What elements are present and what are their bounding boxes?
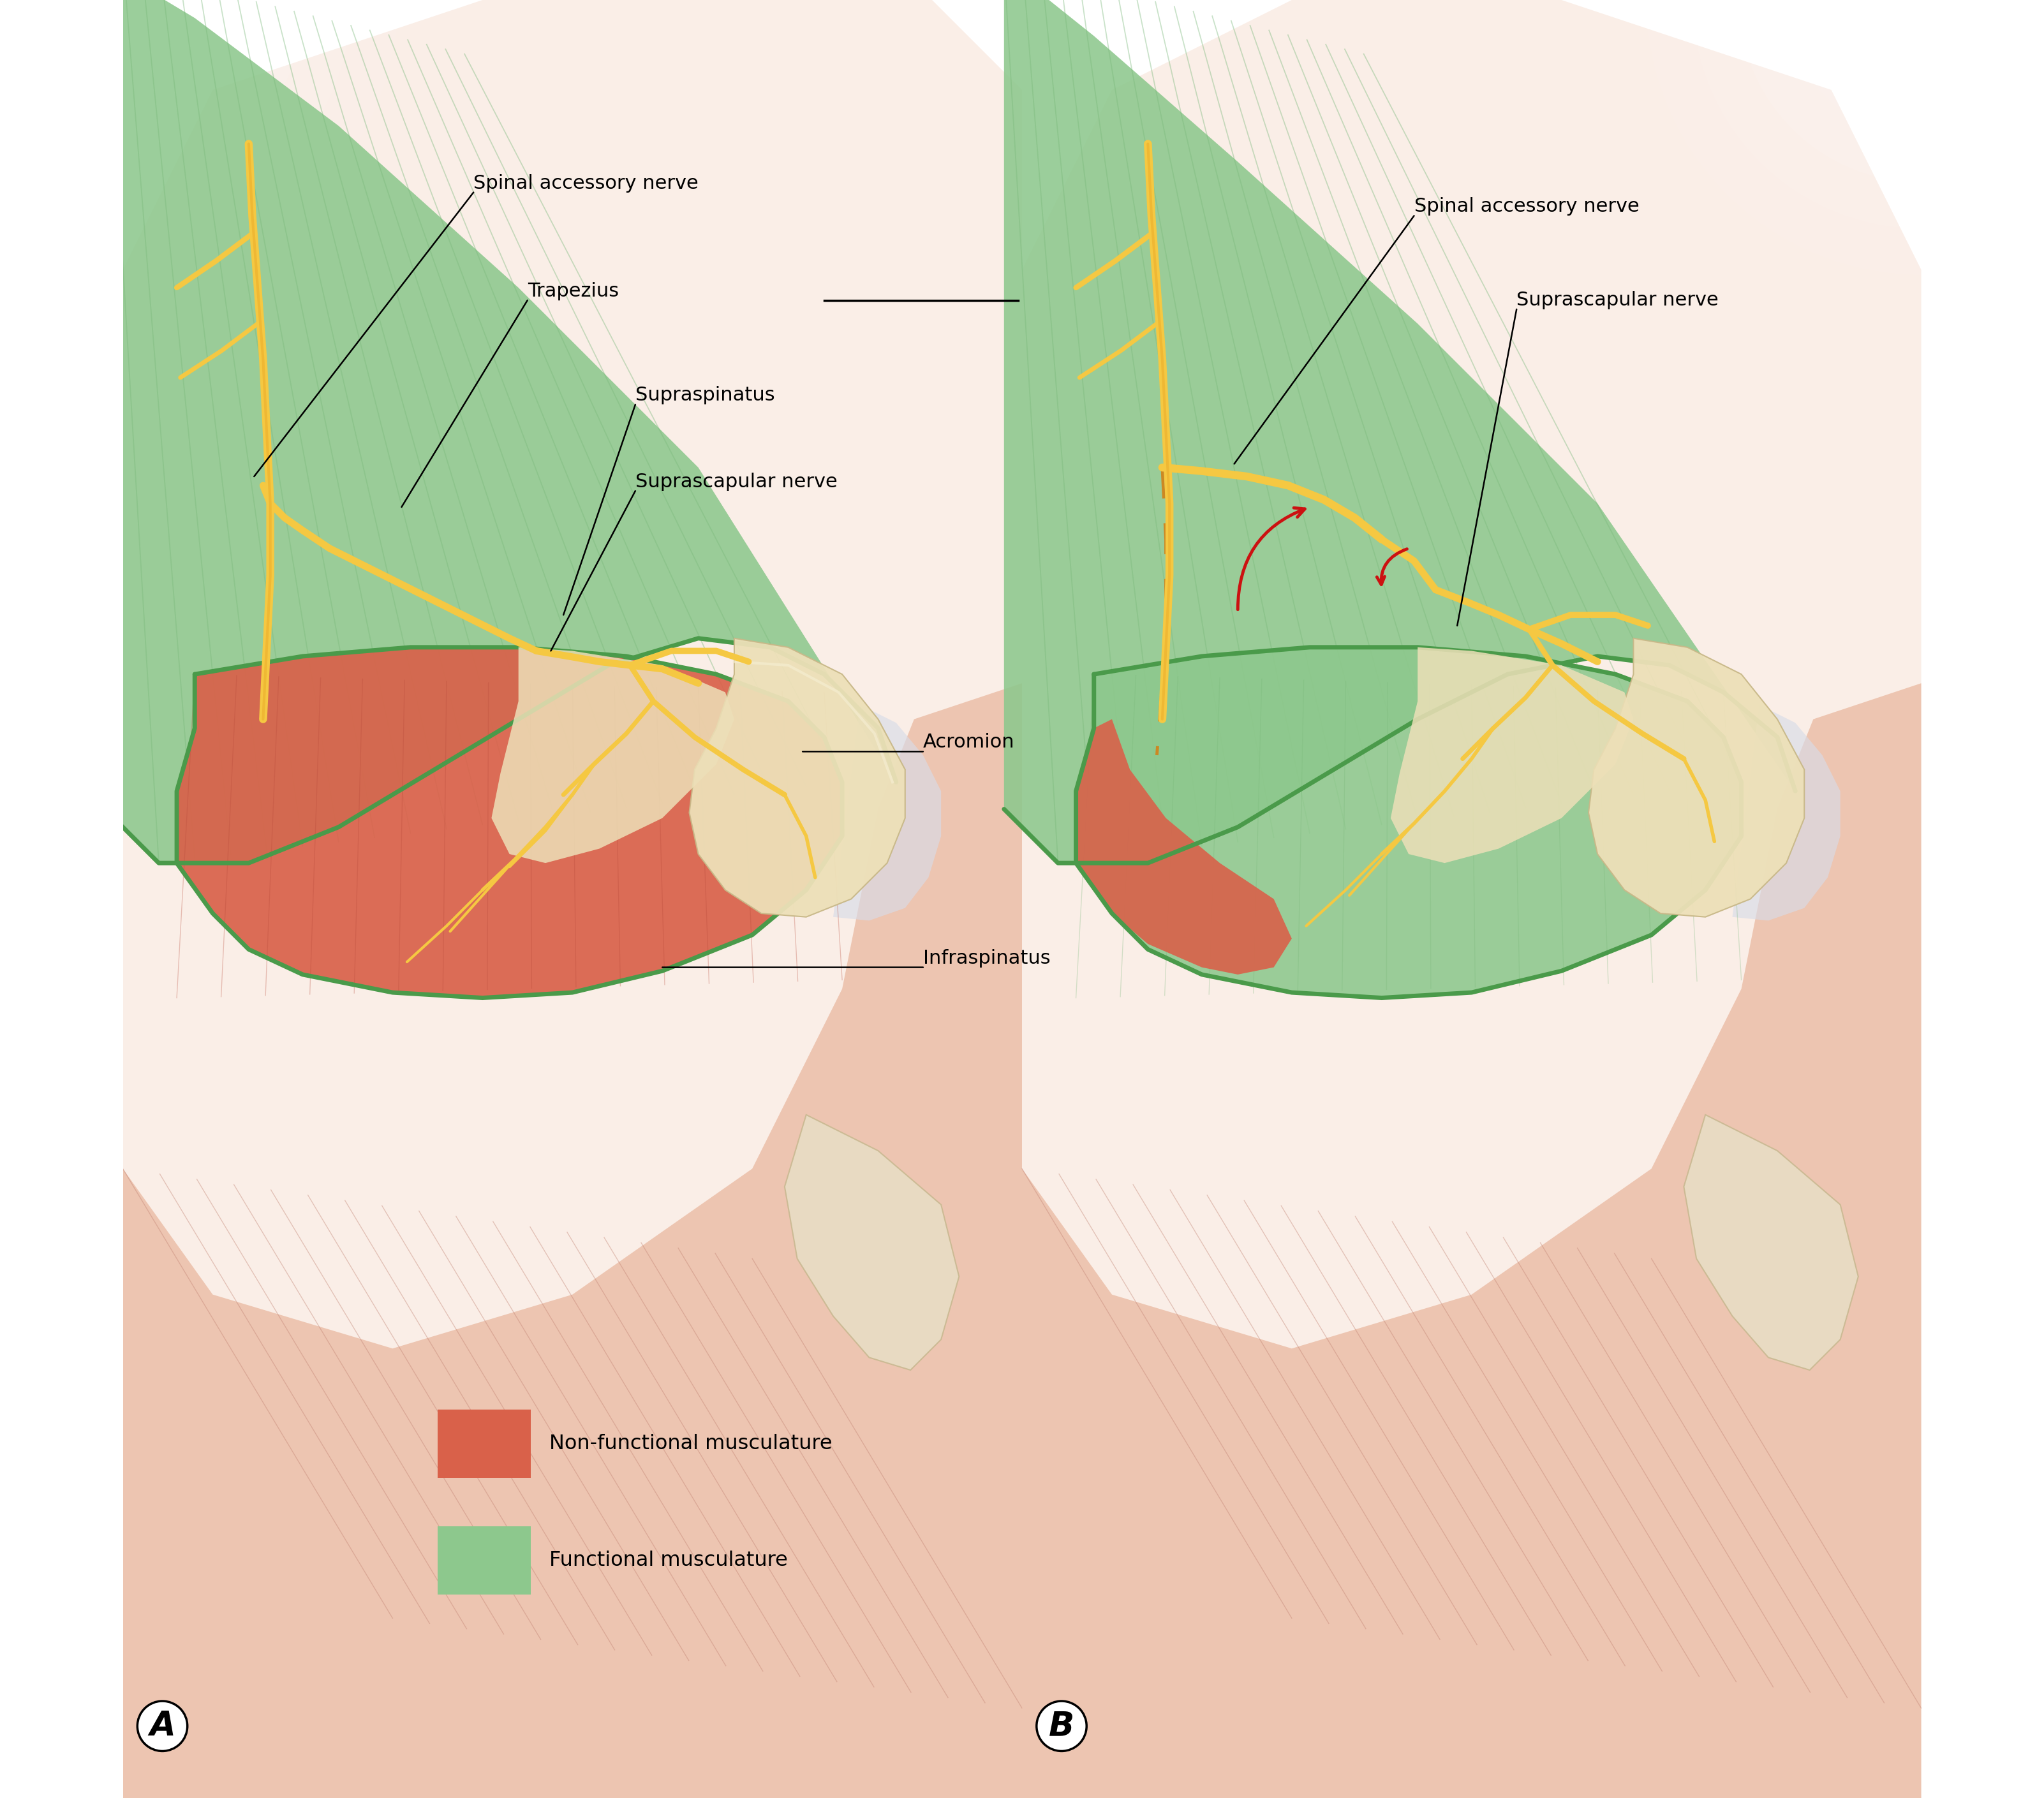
Polygon shape <box>176 647 842 998</box>
Polygon shape <box>491 647 734 863</box>
Polygon shape <box>1588 638 1805 917</box>
Circle shape <box>0 0 399 275</box>
Polygon shape <box>834 705 940 921</box>
Text: Spinal accessory nerve: Spinal accessory nerve <box>1414 198 1639 216</box>
FancyBboxPatch shape <box>437 1527 531 1595</box>
FancyArrowPatch shape <box>1378 548 1406 584</box>
Polygon shape <box>123 0 1022 1798</box>
Polygon shape <box>1022 683 1921 1798</box>
Text: Trapezius: Trapezius <box>527 282 619 300</box>
Text: Supraspinatus: Supraspinatus <box>636 387 775 405</box>
Polygon shape <box>1733 705 1840 921</box>
Polygon shape <box>785 1115 959 1370</box>
Text: Functional musculature: Functional musculature <box>550 1552 787 1570</box>
Circle shape <box>0 0 352 228</box>
Text: Suprascapular nerve: Suprascapular nerve <box>1517 291 1719 309</box>
Text: Infraspinatus: Infraspinatus <box>924 949 1051 967</box>
Circle shape <box>1692 0 2044 228</box>
Polygon shape <box>1004 0 1795 863</box>
Text: Spinal accessory nerve: Spinal accessory nerve <box>474 174 699 192</box>
Polygon shape <box>1022 0 1921 1798</box>
Text: A: A <box>149 1710 176 1742</box>
Text: Suprascapular nerve: Suprascapular nerve <box>636 473 838 491</box>
Circle shape <box>33 0 213 90</box>
Circle shape <box>1784 0 2044 137</box>
Text: Acromion: Acromion <box>924 734 1014 752</box>
Polygon shape <box>123 683 1022 1798</box>
Circle shape <box>0 0 305 182</box>
Circle shape <box>1831 0 2011 90</box>
Polygon shape <box>1390 647 1633 863</box>
FancyArrowPatch shape <box>1239 507 1304 610</box>
Text: Non-functional musculature: Non-functional musculature <box>550 1435 832 1453</box>
Polygon shape <box>1075 719 1292 975</box>
Text: B: B <box>1049 1710 1075 1742</box>
Polygon shape <box>104 0 895 863</box>
Polygon shape <box>1684 1115 1858 1370</box>
Polygon shape <box>123 0 1022 1798</box>
Polygon shape <box>689 638 905 917</box>
FancyBboxPatch shape <box>437 1410 531 1478</box>
Polygon shape <box>1075 647 1741 998</box>
Circle shape <box>0 0 260 137</box>
Circle shape <box>1645 0 2044 275</box>
Circle shape <box>1739 0 2044 182</box>
Polygon shape <box>1022 0 1921 1798</box>
